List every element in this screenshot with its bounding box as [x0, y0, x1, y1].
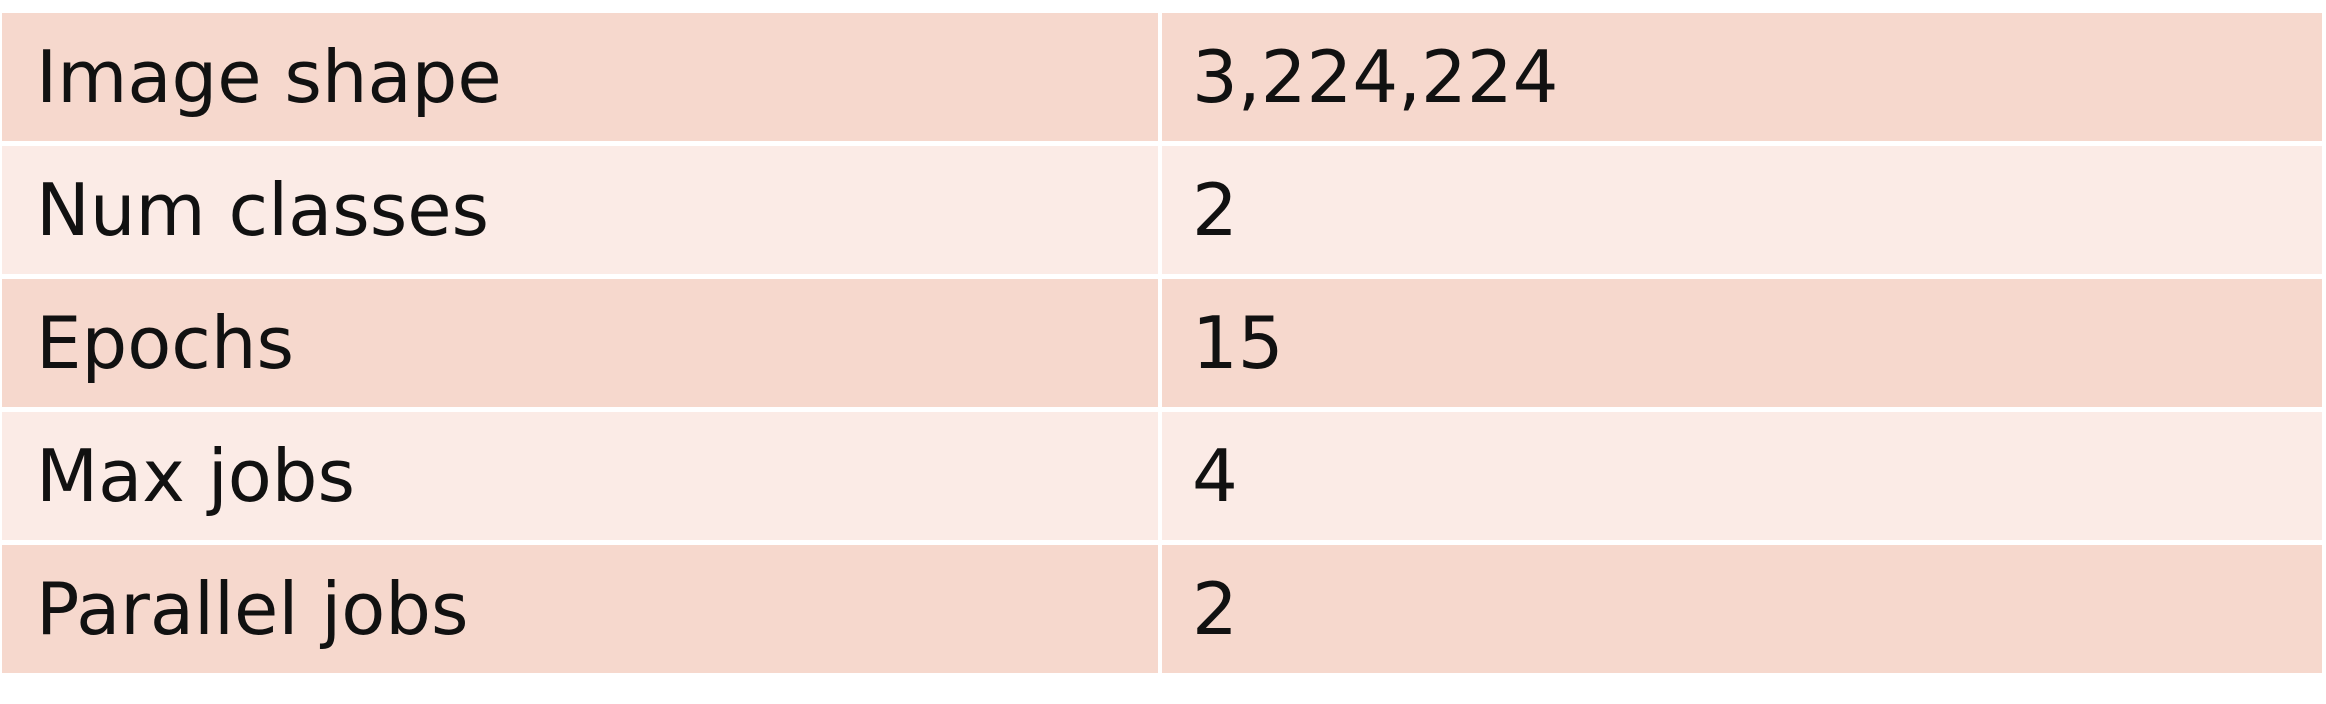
table-cell-value: 2	[1162, 545, 2322, 673]
parameters-table: Image shape 3,224,224 Num classes 2 Epoc…	[2, 13, 2322, 673]
table-cell-value: 4	[1162, 412, 2322, 540]
table-cell-label: Epochs	[2, 279, 1158, 407]
table-cell-label: Max jobs	[2, 412, 1158, 540]
table-cell-value: 2	[1162, 146, 2322, 274]
table-cell-label: Num classes	[2, 146, 1158, 274]
table-cell-value: 15	[1162, 279, 2322, 407]
table-cell-value: 3,224,224	[1162, 13, 2322, 141]
table-cell-label: Parallel jobs	[2, 545, 1158, 673]
table-cell-label: Image shape	[2, 13, 1158, 141]
